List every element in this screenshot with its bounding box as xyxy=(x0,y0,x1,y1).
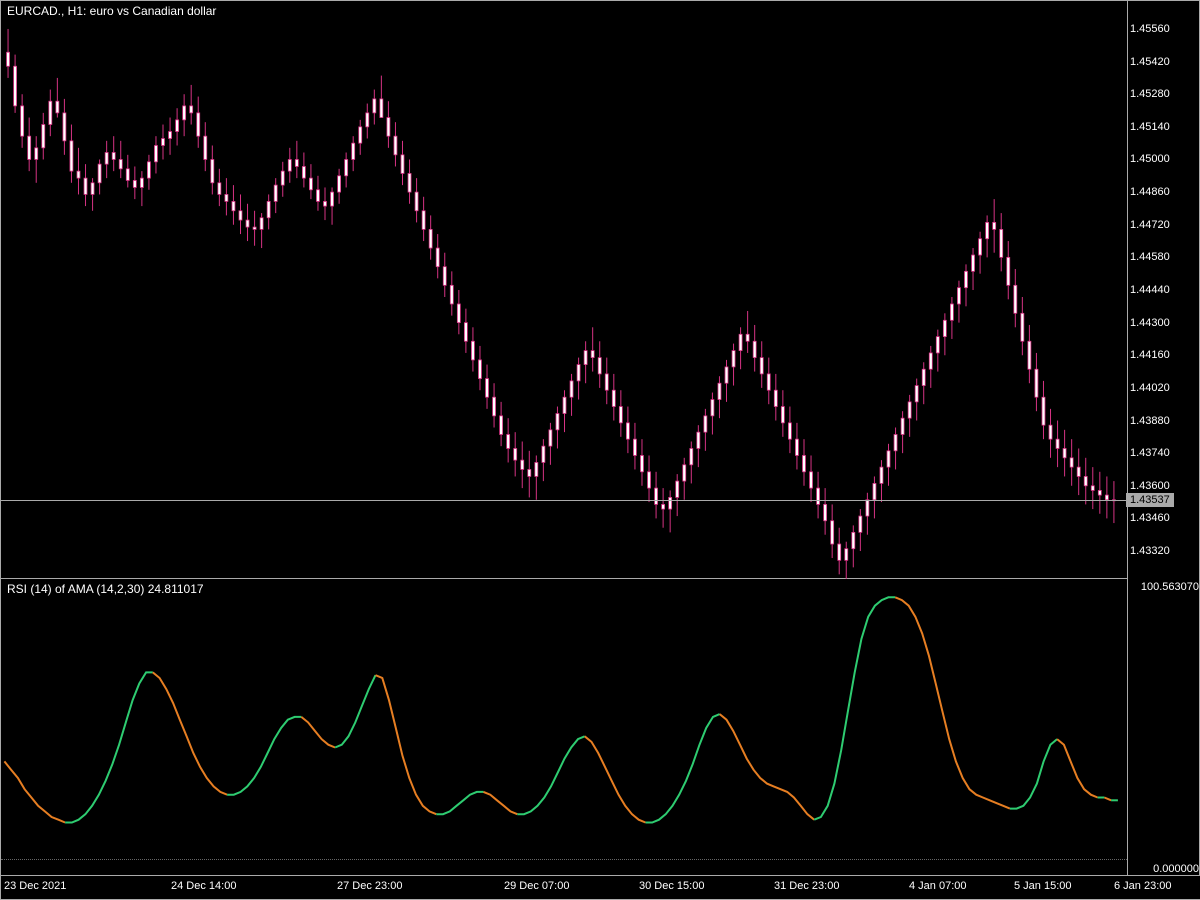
time-tick: 4 Jan 07:00 xyxy=(909,880,967,892)
indicator-axis xyxy=(1126,579,1199,877)
price-tick: 1.45560 xyxy=(1130,23,1170,35)
time-tick: 27 Dec 23:00 xyxy=(337,880,402,892)
time-tick: 6 Jan 23:00 xyxy=(1114,880,1172,892)
price-tick: 1.43600 xyxy=(1130,480,1170,492)
price-tick: 1.44300 xyxy=(1130,317,1170,329)
indicator-level-line xyxy=(1,859,1127,860)
time-tick: 23 Dec 2021 xyxy=(4,880,66,892)
current-price-line xyxy=(1,500,1127,501)
time-tick: 31 Dec 23:00 xyxy=(774,880,839,892)
price-chart[interactable]: EURCAD., H1: euro vs Canadian dollar xyxy=(1,1,1128,579)
chart-title: EURCAD., H1: euro vs Canadian dollar xyxy=(7,4,216,18)
price-tick: 1.44720 xyxy=(1130,219,1170,231)
time-tick: 30 Dec 15:00 xyxy=(639,880,704,892)
price-tick: 1.45280 xyxy=(1130,88,1170,100)
price-axis: 1.45560 1.45420 1.45280 1.45140 1.45000 1.448… xyxy=(1126,1,1199,579)
price-tick: 1.44160 xyxy=(1130,349,1170,361)
price-tick: 1.45140 xyxy=(1130,121,1170,133)
time-axis: 23 Dec 2021 24 Dec 14:00 27 Dec 23:00 29 De… xyxy=(1,875,1200,899)
indicator-svg xyxy=(1,579,1128,877)
time-tick: 29 Dec 07:00 xyxy=(504,880,569,892)
candlestick-svg xyxy=(1,1,1128,579)
trading-terminal: EURCAD., H1: euro vs Canadian dollar 1.4… xyxy=(0,0,1200,900)
price-tick: 1.44020 xyxy=(1130,382,1170,394)
price-tick: 1.44860 xyxy=(1130,186,1170,198)
time-tick: 24 Dec 14:00 xyxy=(171,880,236,892)
price-tick: 1.44580 xyxy=(1130,251,1170,263)
indicator-chart[interactable]: RSI (14) of AMA (14,2,30) 24.811017 100.… xyxy=(1,579,1128,877)
price-tick: 1.43880 xyxy=(1130,415,1170,427)
price-tick: 1.45000 xyxy=(1130,153,1170,165)
price-tick: 1.44440 xyxy=(1130,284,1170,296)
price-tick: 1.45420 xyxy=(1130,56,1170,68)
price-tick: 1.43320 xyxy=(1130,545,1170,557)
price-tick: 1.43460 xyxy=(1130,512,1170,524)
indicator-title: RSI (14) of AMA (14,2,30) 24.811017 xyxy=(7,582,204,596)
price-tick: 1.43740 xyxy=(1130,447,1170,459)
current-price-label: 1.43537 xyxy=(1126,493,1174,507)
time-tick: 5 Jan 15:00 xyxy=(1014,880,1072,892)
